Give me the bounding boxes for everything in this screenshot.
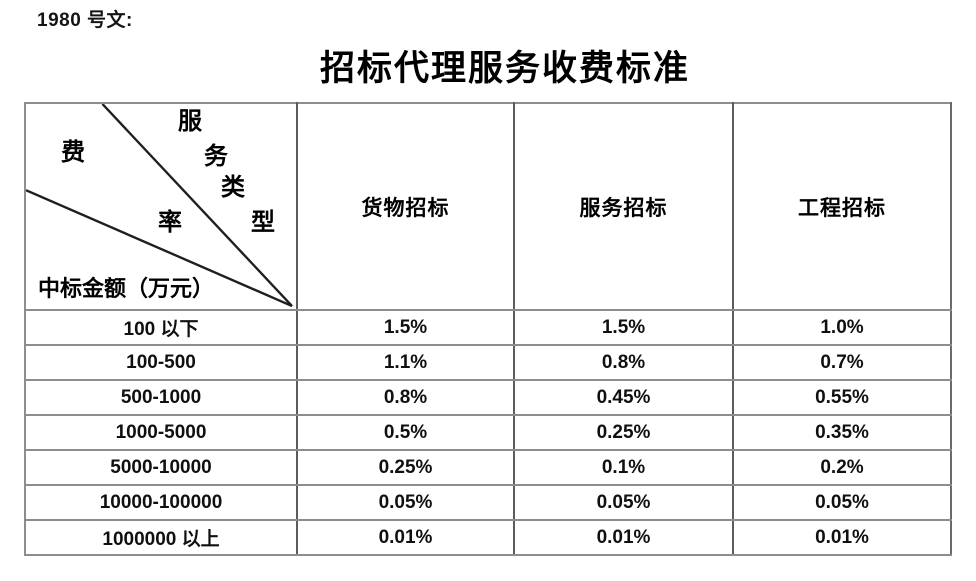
fee-standard-table: 服 务 类 型 费 率 中标金额（万元） 货物招标 服务招标 工程招标 100 … [24,102,952,556]
table-row: 100-500 1.1% 0.8% 0.7% [24,344,952,381]
table-row: 10000-100000 0.05% 0.05% 0.05% [24,484,952,521]
table-row: 1000000 以上 0.01% 0.01% 0.01% [24,519,952,556]
corner-label-rate-char: 费 [61,140,85,166]
page-title: 招标代理服务收费标准 [319,49,690,88]
table-header-row: 服 务 类 型 费 率 中标金额（万元） 货物招标 服务招标 工程招标 [24,102,952,311]
fee-cell: 0.2% [732,449,952,486]
fee-cell: 1.1% [296,344,515,381]
fee-cell: 0.45% [513,379,734,416]
fee-cell: 1.0% [732,309,952,346]
row-label: 10000-100000 [24,484,298,521]
fee-cell: 0.01% [732,519,952,556]
table-corner-cell: 服 务 类 型 费 率 中标金额（万元） [24,102,298,311]
fee-cell: 1.5% [296,309,515,346]
corner-label-service-type-char: 类 [221,175,245,201]
diagonal-split-lines [26,104,293,308]
fee-cell: 0.05% [296,484,515,521]
fee-cell: 0.25% [513,414,734,451]
row-label: 5000-10000 [24,449,298,486]
fee-cell: 0.8% [513,344,734,381]
corner-label-service-type-char: 务 [204,144,228,170]
row-label: 100 以下 [24,309,298,346]
column-header-services: 服务招标 [513,102,734,311]
table-row: 5000-10000 0.25% 0.1% 0.2% [24,449,952,486]
fee-cell: 0.55% [732,379,952,416]
corner-label-service-type-char: 服 [178,109,202,135]
fee-cell: 0.8% [296,379,515,416]
fee-cell: 0.35% [732,414,952,451]
row-label: 1000-5000 [24,414,298,451]
fee-cell: 0.7% [732,344,952,381]
corner-label-service-type-char: 型 [251,210,275,236]
fee-cell: 0.25% [296,449,515,486]
table-row: 1000-5000 0.5% 0.25% 0.35% [24,414,952,451]
fee-cell: 0.01% [513,519,734,556]
fee-cell: 0.1% [513,449,734,486]
row-label: 100-500 [24,344,298,381]
row-label: 500-1000 [24,379,298,416]
table-row: 100 以下 1.5% 1.5% 1.0% [24,309,952,346]
table-row: 500-1000 0.8% 0.45% 0.55% [24,379,952,416]
fee-cell: 0.05% [732,484,952,521]
column-header-works: 工程招标 [732,102,952,311]
row-label: 1000000 以上 [24,519,298,556]
fee-cell: 0.05% [513,484,734,521]
column-header-goods: 货物招标 [296,102,515,311]
fee-cell: 0.01% [296,519,515,556]
corner-label-rate-char: 率 [158,210,182,236]
corner-label-amount: 中标金额（万元） [38,276,215,301]
fee-cell: 1.5% [513,309,734,346]
fee-cell: 0.5% [296,414,515,451]
document-number: 1980 号文: [37,10,133,31]
